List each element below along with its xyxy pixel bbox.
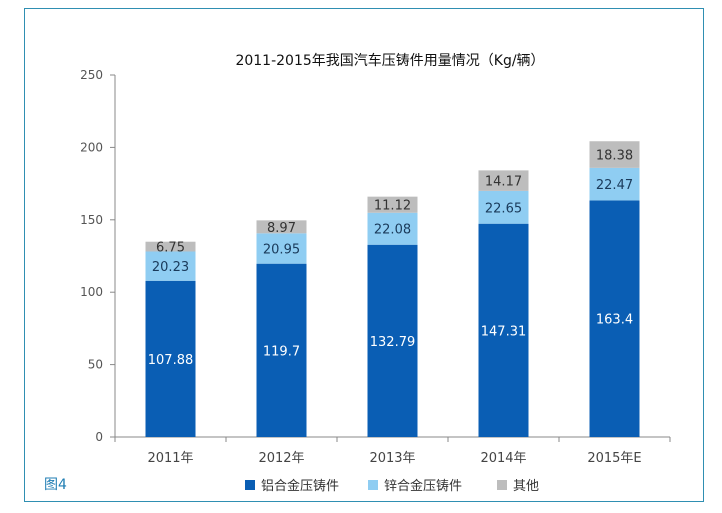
- data-label: 6.75: [156, 241, 185, 256]
- data-label: 8.97: [267, 221, 296, 236]
- legend-swatch: [245, 480, 255, 490]
- bar-segment: [367, 244, 418, 437]
- legend: 铝合金压铸件 锌合金压铸件 其他: [245, 478, 539, 494]
- data-label: 22.08: [374, 223, 411, 238]
- y-tick-label: 250: [80, 68, 103, 82]
- data-label: 22.65: [485, 201, 522, 216]
- data-label: 14.17: [485, 175, 522, 190]
- legend-label: 铝合金压铸件: [261, 478, 339, 494]
- axes: 0 50 100 150 200 250: [80, 68, 671, 444]
- data-label: 18.38: [596, 149, 633, 164]
- bar-segment: [256, 263, 307, 437]
- bar-segment: [367, 196, 418, 213]
- bar-segment: [145, 251, 196, 281]
- x-tick-label: 2012年: [258, 451, 304, 466]
- legend-label: 锌合金压铸件: [384, 478, 462, 494]
- bar-segment: [145, 241, 196, 252]
- data-label: 22.47: [596, 178, 633, 193]
- y-tick-label: 0: [95, 430, 103, 444]
- chart-title: 2011-2015年我国汽车压铸件用量情况（Kg/辆）: [235, 52, 544, 69]
- bar-segment: [589, 167, 640, 201]
- y-tick-label: 100: [80, 285, 103, 299]
- y-tick-label: 150: [80, 213, 103, 227]
- bar-segment: [367, 212, 418, 245]
- data-label: 107.88: [148, 353, 194, 368]
- figure-label: 图4: [44, 477, 67, 493]
- bar-segment: [478, 223, 529, 437]
- bar-segment: [478, 170, 529, 191]
- bars: 107.88 20.23 6.75 2011年 119.7 20.95 8.97 2012年 1…: [145, 141, 642, 466]
- bar-segment: [589, 141, 640, 168]
- x-tick-label: 2011年: [147, 451, 193, 466]
- legend-swatch: [368, 480, 378, 490]
- x-tick-label: 2013年: [369, 451, 415, 466]
- bar-segment: [256, 233, 307, 264]
- y-tick-label: 50: [88, 358, 103, 372]
- data-label: 11.12: [374, 199, 411, 214]
- bar-segment: [145, 280, 196, 437]
- data-label: 20.95: [263, 243, 300, 258]
- data-label: 163.4: [596, 313, 633, 328]
- data-label: 132.79: [370, 335, 416, 350]
- data-label: 119.7: [263, 344, 300, 359]
- x-tick-label: 2015年E: [587, 451, 641, 466]
- bar-segment: [256, 220, 307, 234]
- legend-swatch: [497, 480, 507, 490]
- y-tick-label: 200: [80, 140, 103, 154]
- legend-label: 其他: [513, 479, 539, 494]
- x-tick-label: 2014年: [480, 451, 526, 466]
- bar-segment: [478, 190, 529, 224]
- data-label: 20.23: [152, 260, 189, 275]
- data-label: 147.31: [481, 324, 527, 339]
- bar-segment: [589, 200, 640, 437]
